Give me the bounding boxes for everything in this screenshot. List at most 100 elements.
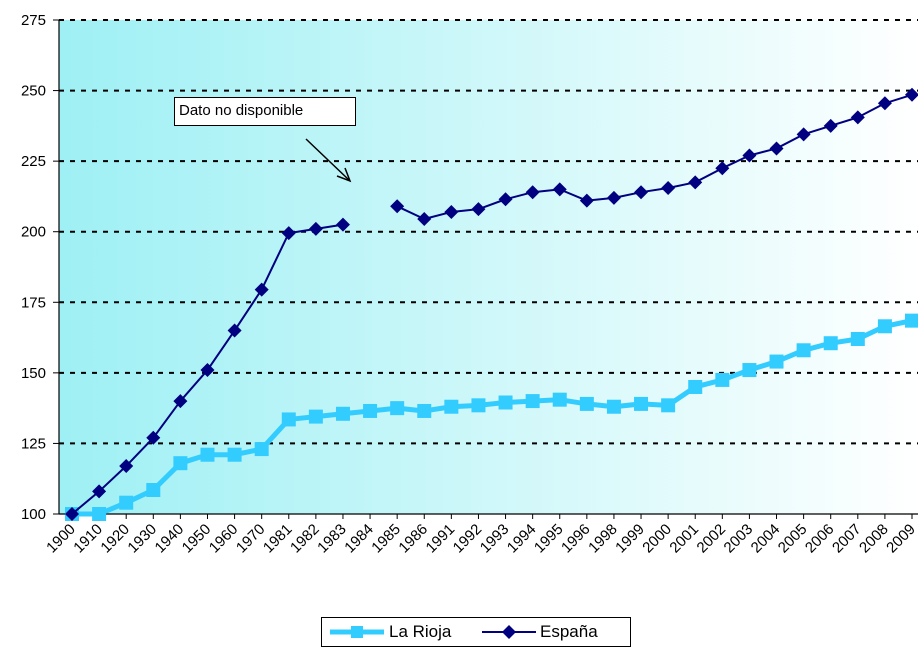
data-point [552,182,567,197]
data-point [92,507,107,521]
x-tick-label: 1960 [206,521,242,557]
data-point [796,343,811,358]
data-point [877,96,892,111]
data-point [769,354,784,369]
x-tick-label: 1982 [287,521,323,557]
data-point [173,394,188,409]
x-tick-label: 1994 [504,521,540,557]
data-point [498,395,513,410]
x-tick-label: 1920 [97,521,133,557]
data-point [281,412,296,427]
data-point [525,394,540,409]
legend-swatch-la-rioja [330,626,384,638]
x-tick-label: 2005 [775,521,811,557]
x-tick-label: 2006 [802,521,838,557]
y-tick-label: 225 [21,153,46,170]
data-point [200,363,215,378]
x-tick-label: 1991 [423,521,459,557]
x-tick-label: 1910 [70,521,106,557]
y-tick-label: 250 [21,83,46,100]
y-axis-ticks: 100 125 150 175 200 225 250 275 [21,12,59,523]
legend-swatch-espana [482,625,536,639]
y-tick-label: 100 [21,506,46,523]
x-axis-ticks: 1900191019201930194019501960197019811982… [43,514,918,556]
data-point [661,180,676,195]
x-tick-label: 1995 [531,521,567,557]
data-point [471,202,486,217]
data-point [688,379,703,394]
data-point [688,175,703,190]
data-point [335,406,350,421]
data-point [227,447,242,462]
legend: La Rioja España [321,617,631,647]
data-point [417,212,432,227]
x-tick-label: 2002 [694,521,730,557]
data-point [92,484,107,499]
data-point [146,483,161,498]
x-tick-label: 1992 [450,521,486,557]
data-point [119,459,134,474]
data-point [390,199,405,214]
plot-area [59,20,918,514]
x-tick-label: 1986 [395,521,431,557]
data-point [363,403,378,418]
series-1 [65,87,918,521]
data-point [742,148,757,163]
data-point [606,190,621,205]
x-tick-label: 2008 [856,521,892,557]
data-point [850,110,865,125]
data-point [796,127,811,142]
data-point [335,217,350,232]
data-point [227,323,242,338]
x-tick-label: 1970 [233,521,269,557]
data-point [525,185,540,200]
data-point [173,456,188,471]
callout-arrow [305,138,352,183]
gridlines [59,19,918,445]
data-point [823,336,838,351]
data-point [606,399,621,414]
data-point [742,363,757,378]
data-point [200,447,215,462]
data-point [281,226,296,241]
x-tick-label: 1998 [585,521,621,557]
data-point [119,495,134,510]
data-point [823,118,838,133]
series-group [65,87,918,521]
data-point [661,398,676,413]
x-tick-label: 1940 [152,521,188,557]
annotation-callout: Dato no disponible [174,97,356,126]
data-point [308,221,323,236]
data-point [254,442,269,457]
data-point [634,396,649,411]
data-point [634,185,649,200]
data-point [444,399,459,414]
data-point [905,87,918,102]
data-point [146,430,161,445]
x-tick-label: 2004 [748,521,784,557]
data-point [552,392,567,407]
y-tick-label: 200 [21,224,46,241]
x-tick-label: 1999 [612,521,648,557]
data-point [850,331,865,346]
data-point [471,398,486,413]
legend-label-la-rioja: La Rioja [389,622,452,641]
data-point [308,409,323,424]
x-tick-label: 1985 [368,521,404,557]
y-tick-label: 275 [21,12,46,29]
y-tick-label: 150 [21,365,46,382]
x-tick-label: 2003 [721,521,757,557]
x-tick-label: 1984 [341,521,377,557]
y-tick-label: 175 [21,294,46,311]
data-point [390,401,405,416]
x-tick-label: 1983 [314,521,350,557]
x-tick-label: 1993 [477,521,513,557]
x-tick-label: 1950 [179,521,215,557]
data-point [65,507,79,521]
data-point [877,319,892,334]
y-tick-label: 125 [21,435,46,452]
data-point [579,193,594,208]
data-point [769,141,784,156]
data-point [254,282,269,297]
data-point [444,204,459,219]
